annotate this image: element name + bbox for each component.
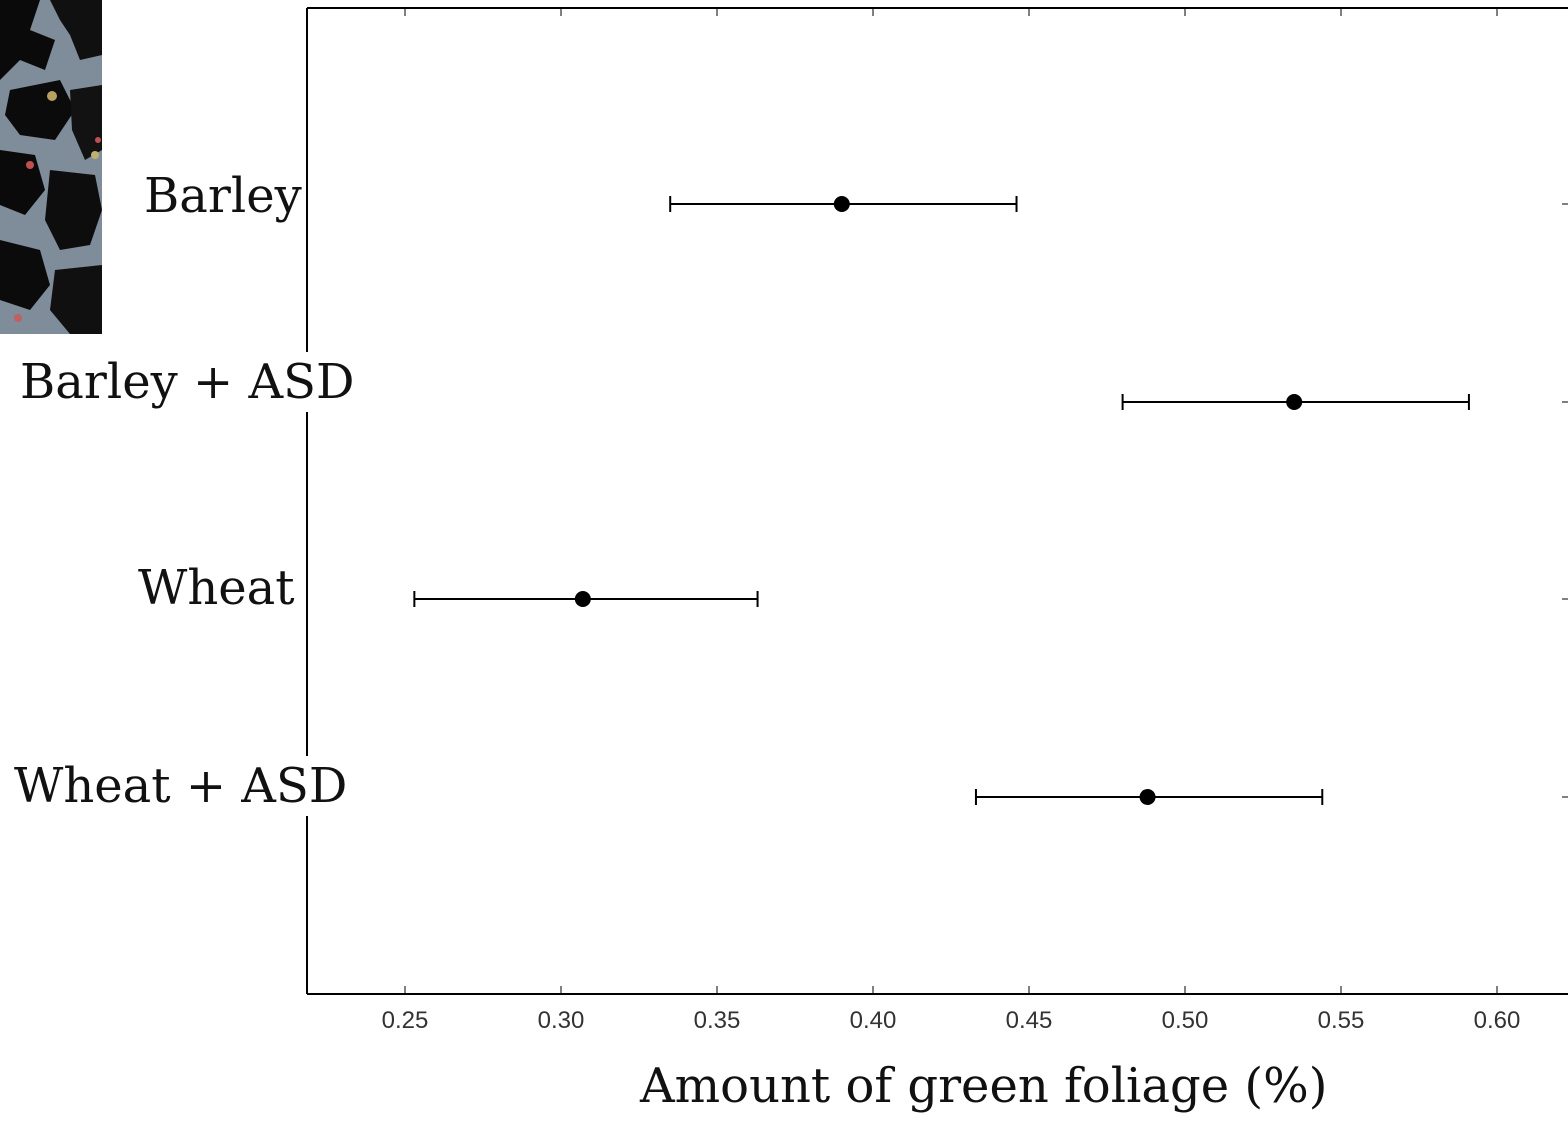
x-tick-label: 0.60 <box>1474 1007 1521 1034</box>
mean-point <box>1139 789 1156 805</box>
x-tick-label: 0.55 <box>1318 1007 1365 1034</box>
x-tick-label: 0.40 <box>850 1007 897 1034</box>
category-label-wheat-asd: Wheat + ASD <box>10 756 352 816</box>
category-label-barley: Barley <box>140 166 306 226</box>
error-bar-point <box>974 789 1324 805</box>
error-bar-point <box>669 196 1018 212</box>
x-axis-label: Amount of green foliage (%) <box>640 1058 1328 1114</box>
chart-marks <box>413 196 1470 805</box>
mean-point <box>1286 394 1303 410</box>
mean-point <box>833 196 850 212</box>
category-label-barley-asd: Barley + ASD <box>16 352 359 412</box>
x-tick-label: 0.25 <box>382 1007 429 1034</box>
y-ticks <box>1562 203 1568 798</box>
x-tick-label: 0.45 <box>1006 1007 1053 1034</box>
x-tick-label: 0.50 <box>1162 1007 1209 1034</box>
error-bar-point <box>1121 394 1470 410</box>
mean-point <box>574 591 591 607</box>
x-tick-label: 0.30 <box>538 1007 585 1034</box>
x-tick-label: 0.35 <box>694 1007 741 1034</box>
x-ticks: 0.25 0.30 0.35 0.40 0.45 0.50 0.55 0.60 <box>382 8 1521 1034</box>
foliage-photo-icon <box>0 0 102 334</box>
error-bar-point <box>413 591 759 607</box>
category-label-wheat: Wheat <box>134 558 299 618</box>
chart-axes <box>306 7 1568 995</box>
